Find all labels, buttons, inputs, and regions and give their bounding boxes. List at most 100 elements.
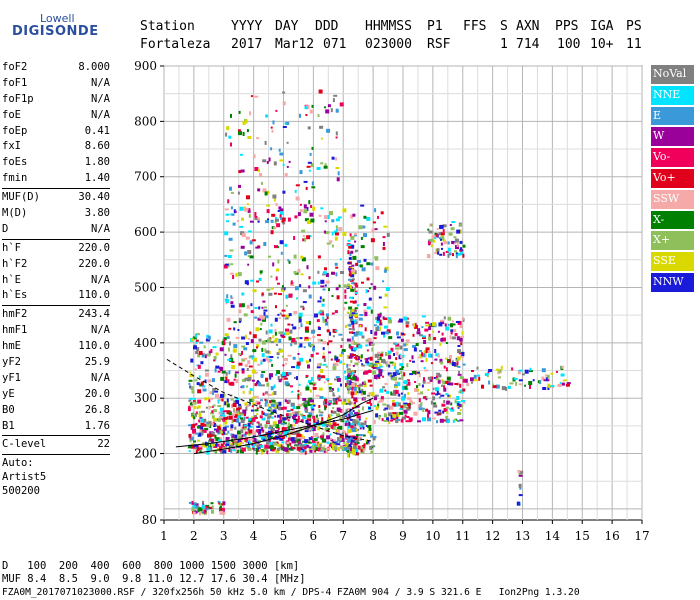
echo-point [282, 126, 287, 128]
echo-point [364, 420, 367, 423]
echo-point [213, 423, 217, 427]
header-value-p1: RSF [427, 37, 451, 52]
echo-point [234, 371, 239, 374]
echo-point [293, 236, 296, 240]
header-value-time: 023000 [365, 37, 412, 52]
echo-point [191, 500, 194, 505]
echo-point [486, 375, 489, 377]
echo-point [287, 217, 291, 222]
param-value: 8.000 [78, 61, 110, 73]
echo-point [382, 246, 386, 250]
echo-point [197, 399, 202, 404]
echo-point [316, 334, 321, 337]
echo-point [243, 424, 248, 427]
echo-point [334, 356, 339, 361]
echo-point [249, 331, 252, 335]
echo-point [306, 439, 311, 443]
echo-point [438, 396, 441, 399]
echo-point [333, 441, 337, 444]
echo-point [254, 212, 257, 216]
echo-point [476, 366, 479, 370]
echo-point [279, 431, 282, 435]
echo-point [222, 342, 226, 346]
echo-point [438, 409, 442, 412]
echo-point [422, 336, 426, 340]
param-value: N/A [91, 371, 110, 384]
echo-point [294, 189, 297, 193]
echo-point [352, 324, 355, 329]
echo-point [272, 409, 277, 413]
echo-point [325, 273, 329, 277]
echo-point [435, 378, 440, 381]
echo-point [241, 217, 244, 221]
echo-point [396, 336, 401, 339]
echo-point [278, 379, 282, 383]
echo-point [440, 232, 445, 236]
echo-point [353, 333, 358, 337]
echo-point [322, 316, 325, 321]
echo-point [445, 367, 448, 372]
echo-point [408, 405, 411, 409]
echo-point [209, 397, 213, 400]
echo-point [297, 411, 301, 413]
echo-point [211, 444, 215, 447]
echo-point [440, 236, 445, 241]
echo-point [335, 167, 340, 169]
echo-point [356, 386, 360, 389]
echo-point [453, 236, 457, 239]
echo-point [454, 399, 457, 404]
echo-point [358, 409, 361, 413]
header-label-iga: IGA [590, 19, 614, 34]
echo-point [270, 341, 274, 344]
distance-value: 200 [58, 560, 78, 572]
param-name: foEp [2, 124, 28, 137]
echo-point [262, 300, 266, 303]
echo-point [317, 270, 320, 274]
echo-point [364, 370, 369, 375]
echo-point [443, 387, 447, 392]
echo-point [277, 246, 280, 249]
echo-point [336, 397, 340, 400]
echo-point [376, 374, 381, 378]
echo-point [277, 427, 280, 431]
echo-point [368, 407, 372, 410]
echo-point [365, 289, 368, 294]
echo-point [226, 294, 229, 299]
echo-point [333, 94, 338, 97]
echo-point [270, 399, 275, 403]
echo-point [444, 323, 447, 327]
echo-point [344, 431, 347, 434]
echo-point [331, 156, 335, 160]
echo-point [198, 507, 203, 512]
echo-point [347, 413, 350, 416]
echo-point [351, 354, 356, 356]
param-value: 26.8 [84, 403, 110, 416]
echo-point [217, 339, 220, 342]
echo-point [236, 418, 240, 423]
x-tick-label: 5 [280, 529, 288, 543]
echo-point [354, 240, 357, 243]
echo-point [518, 383, 522, 386]
echo-point [379, 319, 382, 324]
echo-point [312, 439, 316, 443]
echo-point [299, 413, 304, 416]
echo-point [528, 370, 533, 373]
echo-point [293, 376, 298, 379]
echo-point [347, 262, 351, 265]
echo-point [348, 273, 352, 277]
echo-point [344, 289, 347, 294]
echo-point [539, 380, 542, 385]
echo-point [307, 126, 311, 130]
echo-point [335, 157, 338, 161]
echo-point [352, 419, 356, 423]
param-value: 8.60 [84, 140, 110, 153]
echo-point [484, 373, 489, 376]
echo-point [330, 437, 333, 440]
echo-point [315, 420, 319, 425]
echo-point [268, 157, 271, 162]
echo-point [271, 363, 274, 367]
echo-point [265, 220, 270, 224]
echo-point [425, 349, 428, 353]
echo-point [382, 403, 387, 406]
echo-point [428, 336, 432, 341]
